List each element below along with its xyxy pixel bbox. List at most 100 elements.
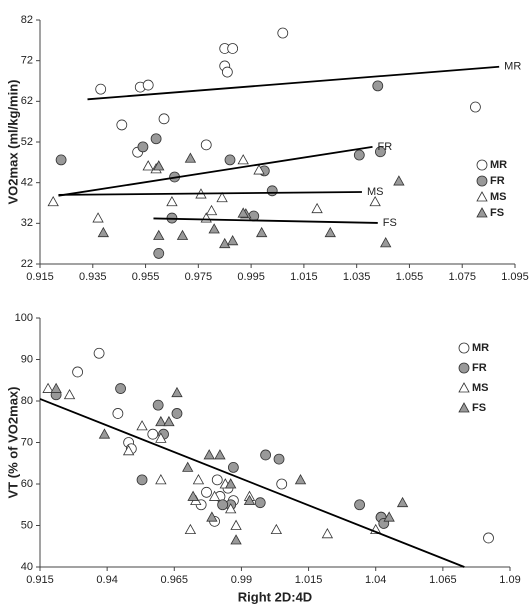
y-tick-label: 70 bbox=[21, 436, 33, 448]
trend-line bbox=[87, 65, 500, 101]
point bbox=[153, 229, 165, 240]
point bbox=[266, 185, 278, 197]
point bbox=[122, 444, 135, 456]
point bbox=[227, 461, 239, 473]
point bbox=[171, 386, 183, 398]
point bbox=[237, 207, 249, 218]
legend-marker bbox=[476, 175, 488, 187]
trend-label: MR bbox=[504, 61, 521, 73]
point bbox=[201, 486, 212, 498]
point bbox=[276, 478, 288, 490]
point bbox=[294, 474, 307, 485]
y-tick-label: 52 bbox=[21, 136, 33, 148]
point bbox=[176, 229, 189, 240]
point bbox=[166, 195, 178, 207]
y-tick-label: 82 bbox=[21, 14, 33, 26]
legend-marker bbox=[476, 207, 488, 218]
point bbox=[383, 511, 395, 522]
legend-label: MS bbox=[472, 382, 489, 394]
legend-label: MR bbox=[472, 342, 489, 354]
point bbox=[137, 141, 149, 153]
x-tick-label: 1.015 bbox=[290, 271, 318, 283]
point bbox=[187, 490, 199, 501]
point bbox=[50, 382, 62, 393]
point bbox=[208, 490, 221, 501]
point bbox=[243, 494, 256, 505]
point bbox=[150, 133, 162, 145]
x-axis-label: Right 2D:4D bbox=[238, 589, 312, 604]
point bbox=[393, 175, 405, 186]
legend-marker bbox=[458, 382, 470, 393]
point bbox=[216, 191, 228, 203]
y-axis-label: VO2max (ml/kg/min) bbox=[5, 80, 20, 205]
point bbox=[42, 382, 54, 393]
y-tick-label: 40 bbox=[21, 561, 33, 573]
y-tick-label: 62 bbox=[21, 95, 33, 107]
point bbox=[203, 449, 215, 460]
x-tick-label: 1.015 bbox=[295, 574, 323, 586]
x-tick-label: 0.99 bbox=[231, 574, 252, 586]
x-tick-label: 1.04 bbox=[365, 574, 386, 586]
y-tick-label: 80 bbox=[21, 395, 33, 407]
x-tick-label: 1.09 bbox=[499, 574, 520, 586]
point bbox=[354, 499, 366, 511]
legend-label: MR bbox=[490, 159, 507, 171]
point bbox=[211, 474, 223, 486]
point bbox=[192, 474, 205, 485]
point bbox=[158, 113, 170, 125]
point bbox=[63, 388, 76, 400]
x-tick-label: 0.955 bbox=[132, 271, 160, 283]
point bbox=[208, 223, 220, 234]
y-axis-label: VT (% of VO2max) bbox=[5, 387, 20, 499]
y-tick-label: 72 bbox=[21, 55, 33, 67]
x-tick-label: 1.065 bbox=[429, 574, 457, 586]
point bbox=[219, 237, 231, 249]
point bbox=[273, 453, 285, 465]
point bbox=[254, 497, 266, 509]
point bbox=[224, 154, 236, 166]
point bbox=[311, 202, 323, 214]
point bbox=[112, 408, 124, 419]
y-tick-label: 22 bbox=[21, 258, 33, 270]
point bbox=[225, 503, 237, 514]
point bbox=[221, 66, 233, 78]
legend-marker bbox=[476, 191, 488, 202]
y-tick-label: 42 bbox=[21, 177, 33, 189]
x-tick-label: 1.055 bbox=[396, 271, 424, 283]
point bbox=[136, 474, 148, 486]
point bbox=[142, 79, 154, 91]
point bbox=[200, 139, 212, 151]
trend-line bbox=[153, 217, 378, 224]
trend-line bbox=[39, 398, 465, 568]
y-tick-label: 60 bbox=[21, 478, 33, 490]
point bbox=[147, 428, 159, 440]
point bbox=[353, 149, 365, 161]
y-tick-label: 32 bbox=[21, 217, 33, 229]
point bbox=[184, 152, 197, 163]
x-tick-label: 0.995 bbox=[237, 271, 265, 283]
x-tick-label: 0.935 bbox=[79, 271, 107, 283]
trend-line bbox=[58, 191, 362, 196]
x-tick-label: 1.095 bbox=[501, 271, 529, 283]
point bbox=[225, 478, 237, 489]
point bbox=[115, 383, 126, 394]
x-tick-label: 0.915 bbox=[26, 574, 54, 586]
y-tick-label: 50 bbox=[21, 519, 33, 531]
point bbox=[217, 499, 229, 511]
point bbox=[152, 399, 164, 411]
legend-label: FR bbox=[490, 175, 505, 187]
legend-label: FR bbox=[472, 362, 487, 374]
point bbox=[155, 415, 167, 427]
point bbox=[171, 408, 183, 419]
legend-marker bbox=[458, 402, 470, 413]
x-tick-label: 1.075 bbox=[448, 271, 476, 283]
point bbox=[237, 154, 249, 165]
point bbox=[380, 237, 392, 248]
point bbox=[182, 461, 194, 472]
point bbox=[277, 27, 289, 39]
point bbox=[205, 204, 218, 216]
legend-marker bbox=[458, 362, 470, 374]
legend-marker bbox=[458, 342, 470, 354]
x-tick-label: 0.975 bbox=[185, 271, 213, 283]
